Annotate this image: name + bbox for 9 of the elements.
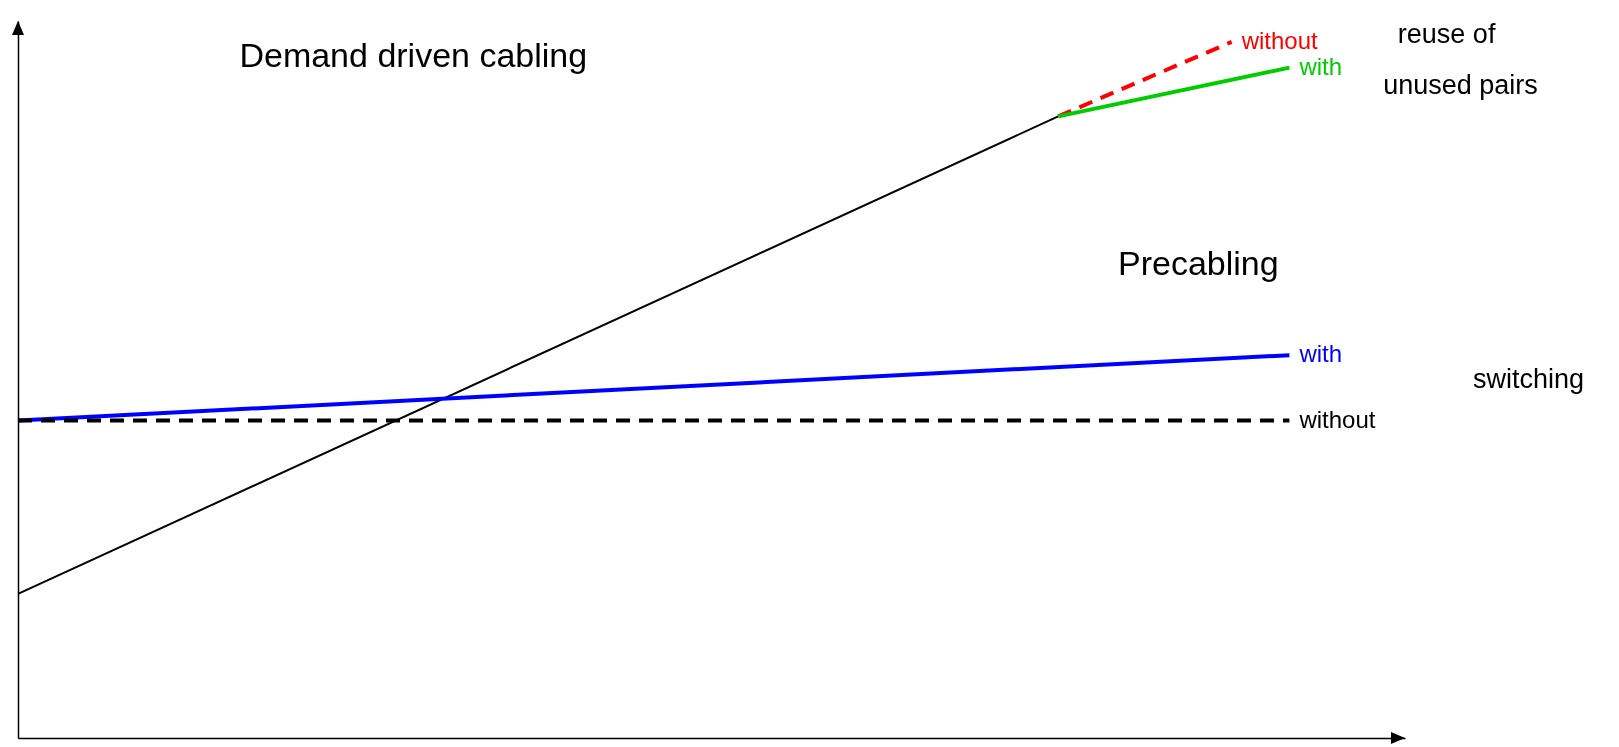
series-label: with [1298,340,1343,368]
annotation: Precabling [1118,243,1279,282]
series-label: without [1298,405,1376,433]
series-label: with [1298,52,1343,80]
series-label: without [1240,26,1318,54]
text: switching [1472,363,1584,394]
text: reuse of [1397,19,1496,50]
text: unused pairs [1383,69,1538,100]
annotation: Demand driven cabling [239,35,588,74]
